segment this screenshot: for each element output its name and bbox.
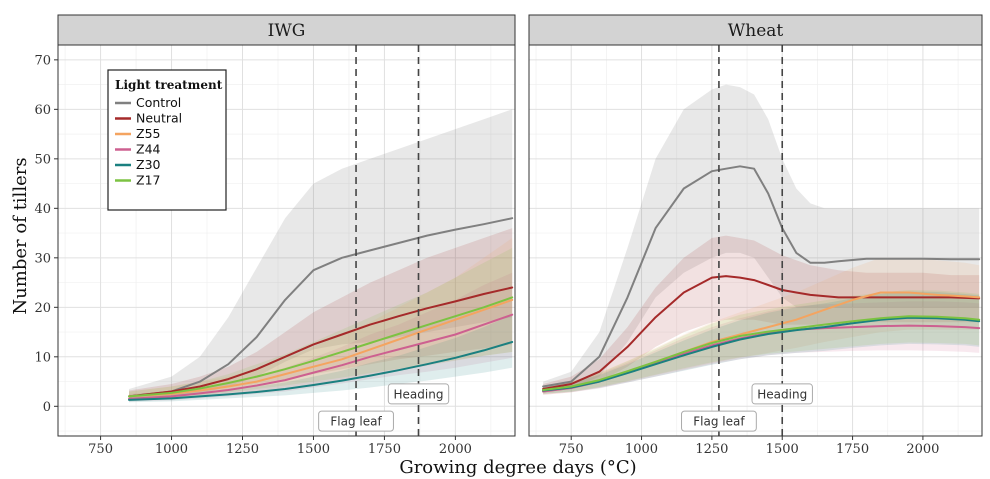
ribbon-iwg-z44 bbox=[129, 272, 513, 402]
ribbon-iwg-neutral bbox=[129, 228, 513, 401]
x-tick-label-wheat-1500: 1500 bbox=[766, 442, 799, 457]
annotation-iwg-heading: Heading bbox=[394, 387, 444, 401]
legend-box bbox=[107, 69, 227, 211]
y-tick-label-20: 20 bbox=[34, 301, 51, 316]
legend-label-z44: Z44 bbox=[136, 142, 161, 157]
ribbon-wheat-control bbox=[543, 84, 980, 392]
ribbon-wheat-z17 bbox=[543, 290, 980, 394]
x-tick-label-iwg-1750: 1750 bbox=[368, 442, 401, 457]
x-tick-label-iwg-1500: 1500 bbox=[297, 442, 330, 457]
y-tick-label-40: 40 bbox=[34, 202, 51, 217]
strip-title-iwg: IWG bbox=[268, 21, 306, 41]
legend-label-control: Control bbox=[136, 95, 181, 110]
x-tick-label-iwg-750: 750 bbox=[88, 442, 113, 457]
x-tick-label-wheat-2000: 2000 bbox=[906, 442, 939, 457]
panel-iwg: IWG Flag leaf Heading 750 1000 1250 1500 1750 20… bbox=[34, 14, 516, 457]
minor-grid-wheat bbox=[529, 45, 982, 436]
series-line-iwg-z44 bbox=[128, 313, 514, 400]
legend-label-neutral: Neutral bbox=[136, 111, 182, 126]
x-tick-label-wheat-1000: 1000 bbox=[625, 442, 658, 457]
lines-iwg bbox=[128, 217, 514, 401]
series-line-wheat-neutral bbox=[542, 275, 981, 390]
ribbon-iwg-z17 bbox=[129, 247, 513, 401]
annotation-iwg-flag-leaf: Flag leaf bbox=[330, 415, 382, 429]
y-tick-label-30: 30 bbox=[34, 251, 51, 266]
y-axis-title: Number of tillers bbox=[10, 157, 31, 314]
series-line-iwg-z17 bbox=[128, 296, 514, 398]
legend: Light treatment ControlNeutralZ55Z44Z30Z… bbox=[107, 69, 227, 211]
series-line-wheat-z30 bbox=[542, 316, 981, 392]
series-line-iwg-z30 bbox=[128, 341, 514, 401]
annotation-wheat-heading: Heading bbox=[757, 387, 807, 401]
ribbons-wheat bbox=[543, 84, 980, 395]
x-axis-title: Growing degree days (°C) bbox=[399, 457, 636, 478]
annotation-box-wheat-heading bbox=[751, 383, 813, 405]
panel-wheat: Wheat Flag leaf Heading 750 1000 1250 1500 1750… bbox=[528, 14, 983, 457]
series-line-wheat-z17 bbox=[542, 315, 981, 391]
x-tick-label-iwg-1250: 1250 bbox=[226, 442, 259, 457]
strip-title-wheat: Wheat bbox=[728, 21, 784, 41]
ribbon-wheat-z30 bbox=[543, 291, 980, 394]
ribbon-wheat-neutral bbox=[543, 235, 980, 393]
ribbon-wheat-z44 bbox=[543, 301, 980, 395]
series-line-iwg-z55 bbox=[128, 298, 514, 398]
panels-layer: IWG Flag leaf Heading 750 1000 1250 1500 1750 20… bbox=[34, 14, 983, 457]
y-tick-label-10: 10 bbox=[34, 350, 51, 365]
major-grid-iwg bbox=[58, 45, 515, 436]
x-tick-label-wheat-1750: 1750 bbox=[836, 442, 869, 457]
panel-border-wheat bbox=[528, 44, 983, 437]
y-tick-label-0: 0 bbox=[43, 400, 51, 415]
ribbon-iwg-z55 bbox=[129, 238, 513, 401]
y-tick-label-60: 60 bbox=[34, 103, 51, 118]
legend-label-z30: Z30 bbox=[136, 157, 161, 172]
series-line-iwg-neutral bbox=[128, 286, 514, 398]
ribbon-wheat-z55 bbox=[543, 257, 980, 395]
strip-wheat bbox=[528, 14, 983, 46]
y-tick-label-70: 70 bbox=[34, 53, 51, 68]
series-line-iwg-control bbox=[128, 217, 514, 398]
series-line-wheat-control bbox=[542, 165, 981, 388]
strip-iwg bbox=[57, 14, 516, 46]
legend-label-z17: Z17 bbox=[136, 173, 160, 188]
x-tick-label-iwg-2000: 2000 bbox=[439, 442, 472, 457]
annotation-box-wheat-flag-leaf bbox=[681, 410, 757, 432]
panel-border-iwg bbox=[57, 44, 516, 437]
y-tick-label-50: 50 bbox=[34, 152, 51, 167]
x-tick-label-iwg-1000: 1000 bbox=[155, 442, 188, 457]
annotation-box-iwg-heading bbox=[387, 383, 450, 405]
ribbon-iwg-z30 bbox=[129, 314, 513, 403]
x-tick-label-wheat-750: 750 bbox=[559, 442, 584, 457]
annotation-box-iwg-flag-leaf bbox=[318, 410, 394, 432]
legend-label-z55: Z55 bbox=[136, 126, 160, 141]
lines-wheat bbox=[542, 165, 981, 393]
plot-bg-wheat bbox=[529, 45, 982, 436]
annotation-wheat-flag-leaf: Flag leaf bbox=[693, 415, 745, 429]
x-tick-label-wheat-1250: 1250 bbox=[695, 442, 728, 457]
legend-title: Light treatment bbox=[115, 78, 223, 92]
